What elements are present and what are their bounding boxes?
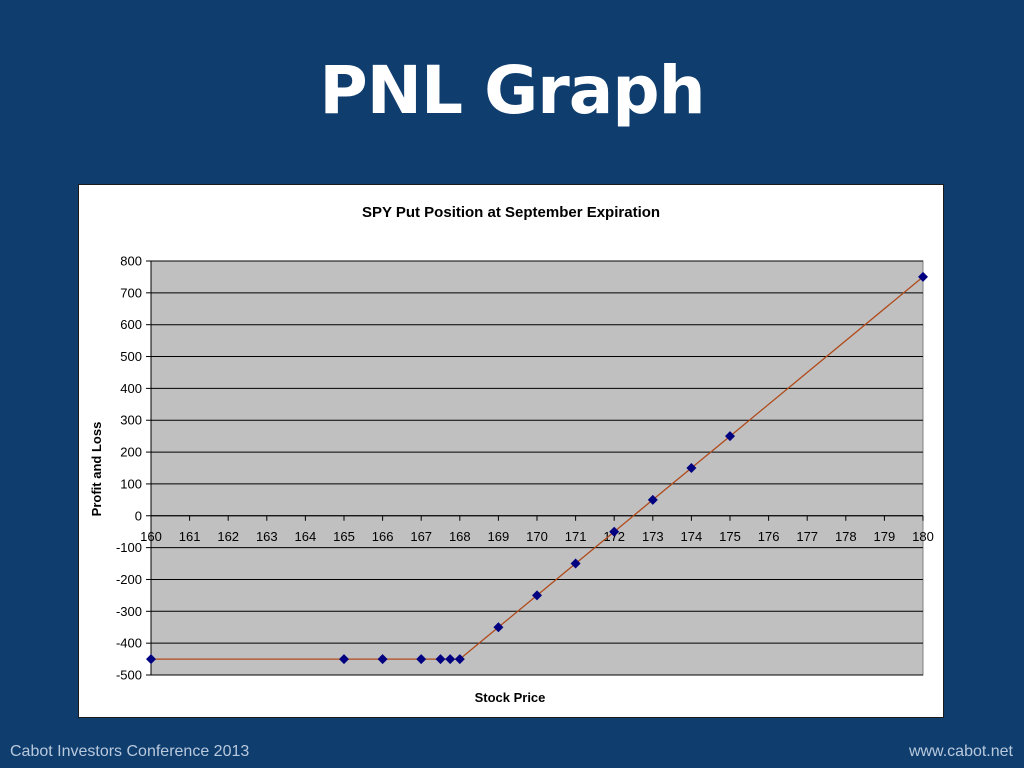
data-point bbox=[918, 271, 928, 282]
y-tick-label: -200 bbox=[116, 572, 142, 587]
chart-frame: SPY Put Position at September Expiration… bbox=[78, 184, 944, 718]
y-tick-label: 0 bbox=[135, 508, 142, 523]
slide-title: PNL Graph bbox=[319, 52, 705, 129]
x-tick-label: 162 bbox=[217, 529, 239, 544]
y-tick-label: 400 bbox=[120, 381, 142, 396]
data-point bbox=[570, 558, 581, 569]
data-point bbox=[435, 654, 446, 665]
x-axis-label: Stock Price bbox=[475, 690, 546, 705]
x-tick-label: 165 bbox=[333, 529, 355, 544]
x-tick-label: 167 bbox=[410, 529, 432, 544]
y-tick-label: 300 bbox=[120, 413, 142, 428]
data-point bbox=[445, 654, 456, 665]
data-point bbox=[609, 526, 620, 537]
y-tick-label: 600 bbox=[120, 317, 142, 332]
x-tick-label: 168 bbox=[449, 529, 471, 544]
footer-conference: Cabot Investors Conference 2013 bbox=[10, 743, 250, 760]
pnl-chart: SPY Put Position at September Expiration… bbox=[89, 204, 934, 705]
x-tick-label: 173 bbox=[642, 529, 664, 544]
data-point bbox=[725, 431, 735, 442]
x-tick-label: 178 bbox=[835, 529, 857, 544]
data-point bbox=[339, 654, 349, 665]
x-tick-label: 161 bbox=[179, 529, 201, 544]
x-tick-label: 177 bbox=[796, 529, 818, 544]
data-point bbox=[647, 494, 658, 505]
data-point bbox=[454, 654, 465, 665]
x-tick-label: 175 bbox=[719, 529, 741, 544]
y-tick-label: -300 bbox=[116, 604, 142, 619]
x-tick-label: 163 bbox=[256, 529, 278, 544]
y-tick-label: 700 bbox=[120, 285, 142, 300]
y-tick-label: -100 bbox=[116, 540, 142, 555]
y-tick-label: -400 bbox=[116, 636, 142, 651]
y-axis-label: Profit and Loss bbox=[89, 422, 104, 517]
data-point bbox=[377, 654, 388, 665]
x-tick-label: 166 bbox=[372, 529, 394, 544]
x-tick-label: 160 bbox=[140, 529, 162, 544]
y-tick-label: 500 bbox=[120, 349, 142, 364]
data-point bbox=[146, 654, 156, 665]
x-tick-label: 164 bbox=[295, 529, 317, 544]
x-tick-label: 179 bbox=[874, 529, 896, 544]
x-tick-label: 171 bbox=[565, 529, 587, 544]
chart-title: SPY Put Position at September Expiration bbox=[362, 204, 660, 221]
data-point bbox=[686, 463, 697, 473]
x-tick-label: 174 bbox=[681, 529, 703, 544]
footer-website[interactable]: www.cabot.net bbox=[908, 743, 1013, 760]
y-tick-label: 800 bbox=[120, 254, 142, 269]
x-tick-label: 176 bbox=[758, 529, 780, 544]
y-tick-label: 100 bbox=[120, 476, 142, 491]
x-tick-label: 180 bbox=[912, 529, 934, 544]
y-tick-label: -500 bbox=[116, 668, 142, 683]
plot-area bbox=[150, 260, 924, 676]
x-tick-label: 170 bbox=[526, 529, 548, 544]
data-point bbox=[493, 622, 504, 633]
x-tick-label: 169 bbox=[488, 529, 510, 544]
y-tick-label: 200 bbox=[120, 445, 142, 460]
data-point bbox=[416, 654, 427, 665]
data-point bbox=[532, 590, 542, 601]
